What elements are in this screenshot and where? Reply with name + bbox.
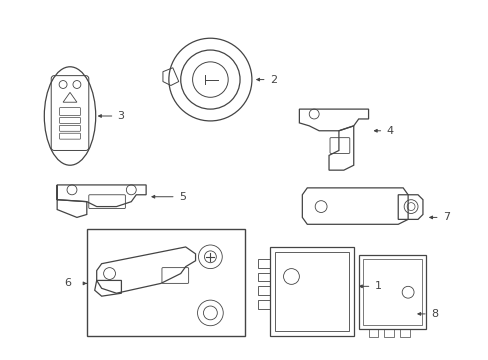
Text: 6: 6 bbox=[64, 278, 71, 288]
Text: 8: 8 bbox=[430, 309, 437, 319]
Bar bbox=[87, 229, 244, 336]
Bar bbox=[358, 255, 425, 329]
Bar bbox=[362, 259, 421, 325]
Bar bbox=[274, 252, 348, 330]
Text: 2: 2 bbox=[269, 75, 276, 85]
Bar bbox=[257, 286, 269, 295]
Bar bbox=[399, 329, 409, 337]
Bar bbox=[257, 259, 269, 267]
Bar bbox=[269, 247, 353, 336]
Bar bbox=[257, 300, 269, 309]
Text: 4: 4 bbox=[386, 126, 393, 136]
Text: 3: 3 bbox=[117, 111, 124, 121]
Text: 7: 7 bbox=[442, 212, 449, 222]
Bar bbox=[384, 329, 393, 337]
Bar bbox=[368, 329, 378, 337]
Text: 5: 5 bbox=[179, 192, 185, 202]
Text: 1: 1 bbox=[374, 281, 381, 291]
Bar bbox=[257, 273, 269, 282]
